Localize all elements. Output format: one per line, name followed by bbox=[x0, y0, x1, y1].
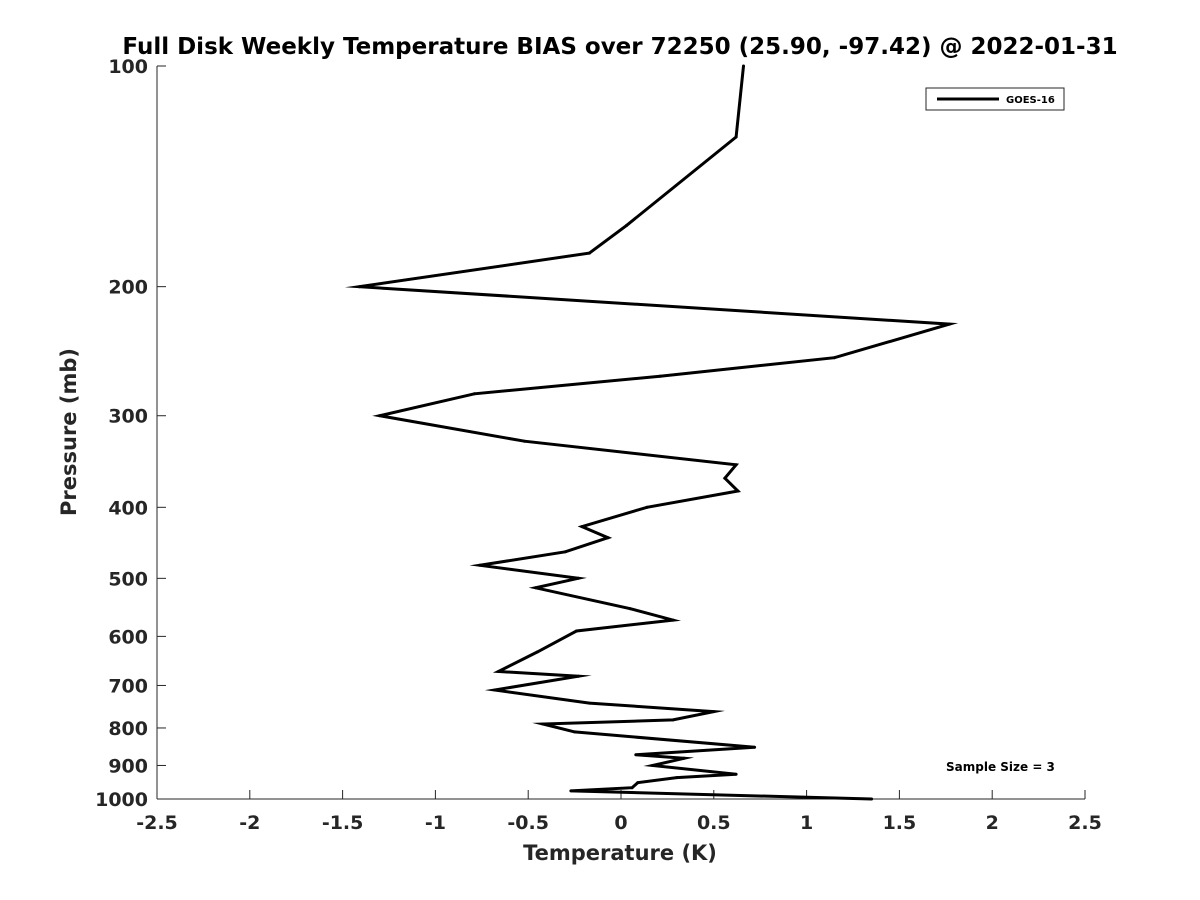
data-point bbox=[712, 710, 716, 714]
data-point bbox=[734, 135, 738, 139]
data-point bbox=[671, 618, 675, 622]
x-tick-label: -2 bbox=[239, 812, 260, 834]
data-point bbox=[576, 576, 580, 580]
y-tick-label: 300 bbox=[108, 406, 148, 428]
y-tick-label: 900 bbox=[108, 755, 148, 777]
data-point bbox=[658, 374, 662, 378]
data-point bbox=[723, 476, 727, 480]
x-tick-label: 1 bbox=[800, 812, 813, 834]
x-axis-label: Temperature (K) bbox=[523, 841, 717, 865]
data-point bbox=[580, 525, 584, 529]
data-point bbox=[497, 670, 500, 673]
data-point bbox=[736, 489, 740, 493]
data-point bbox=[478, 563, 482, 567]
data-point bbox=[734, 463, 738, 467]
x-tick-label: 2.5 bbox=[1068, 812, 1102, 834]
data-point bbox=[472, 392, 476, 396]
data-point bbox=[832, 356, 836, 360]
y-tick-label: 100 bbox=[108, 56, 148, 78]
legend: GOES-16 bbox=[925, 87, 1065, 111]
data-point bbox=[587, 701, 591, 705]
data-point bbox=[630, 786, 634, 790]
data-point bbox=[753, 745, 757, 749]
data-point bbox=[636, 781, 640, 785]
data-point bbox=[645, 505, 649, 509]
data-point bbox=[625, 223, 629, 227]
data-point bbox=[573, 730, 577, 734]
y-tick-label: 1000 bbox=[95, 789, 148, 811]
x-tick-label: 2 bbox=[986, 812, 999, 834]
series-line-goes-16 bbox=[344, 65, 959, 801]
legend-entry-goes-16: GOES-16 bbox=[1006, 95, 1055, 106]
data-point bbox=[576, 674, 580, 678]
data-point bbox=[671, 718, 675, 722]
y-tick-label: 500 bbox=[108, 568, 148, 590]
data-point bbox=[569, 789, 573, 793]
x-tick-label: -2.5 bbox=[136, 812, 178, 834]
data-point bbox=[523, 439, 526, 443]
data-point bbox=[378, 414, 382, 418]
x-tick-label: -1 bbox=[425, 812, 446, 834]
data-point bbox=[948, 322, 951, 326]
y-axis-ticks: 100 200 300 400 500 600 700 800 900 1000 bbox=[95, 56, 166, 811]
data-point bbox=[634, 753, 638, 757]
data-point bbox=[587, 251, 591, 255]
axes bbox=[156, 66, 1085, 800]
data-point bbox=[536, 650, 539, 654]
data-point bbox=[870, 797, 874, 801]
data-point bbox=[651, 764, 655, 767]
x-tick-label: 0 bbox=[614, 812, 627, 834]
y-tick-label: 200 bbox=[108, 277, 148, 299]
y-tick-label: 600 bbox=[108, 626, 148, 648]
data-point bbox=[534, 586, 538, 590]
x-tick-label: 1.5 bbox=[883, 812, 917, 834]
x-tick-label: -0.5 bbox=[507, 812, 549, 834]
y-tick-label: 400 bbox=[108, 497, 148, 519]
data-point bbox=[357, 285, 361, 289]
sample-size-annotation: Sample Size = 3 bbox=[946, 760, 1055, 774]
chart-title: Full Disk Weekly Temperature BIAS over 7… bbox=[122, 34, 1117, 60]
data-point bbox=[563, 550, 567, 554]
x-tick-label: 0.5 bbox=[697, 812, 731, 834]
data-point bbox=[541, 722, 545, 726]
data-point bbox=[628, 607, 632, 611]
data-point bbox=[675, 776, 679, 780]
data-point bbox=[493, 688, 497, 692]
data-point bbox=[742, 64, 745, 68]
data-point bbox=[606, 536, 610, 540]
data-point bbox=[682, 756, 686, 760]
data-point bbox=[575, 629, 578, 633]
y-axis-label: Pressure (mb) bbox=[57, 348, 81, 516]
series-layer bbox=[344, 64, 959, 801]
data-point bbox=[734, 772, 738, 776]
y-tick-label: 800 bbox=[108, 718, 148, 740]
x-axis-ticks: -2.5 -2 -1.5 -1 -0.5 0 0.5 1 1.5 2 2.5 bbox=[136, 790, 1102, 834]
x-tick-label: -1.5 bbox=[322, 812, 364, 834]
y-tick-label: 700 bbox=[108, 675, 148, 697]
